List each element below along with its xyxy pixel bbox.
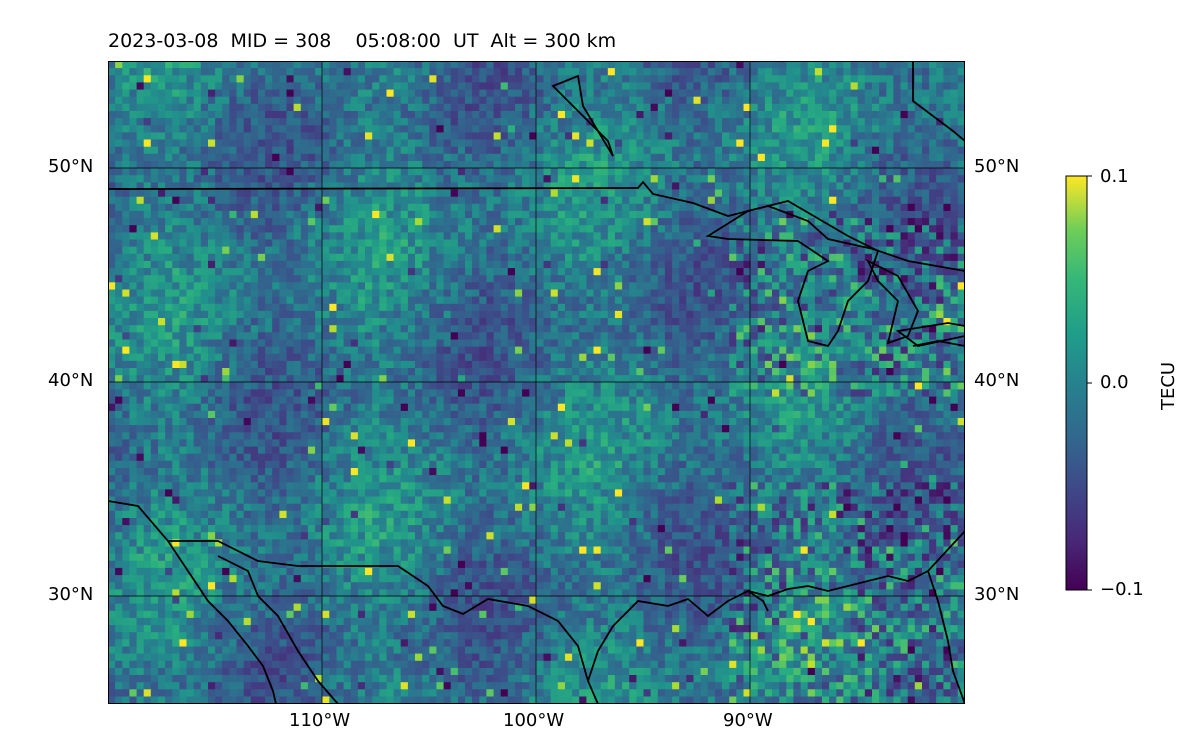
coastlines [108,61,965,704]
lat-label-50-right: 50°N [974,156,1020,177]
tec-map [108,61,965,704]
lon-label-100w: 100°W [503,710,565,731]
colorbar [1065,175,1092,591]
lat-label-40-left: 40°N [48,370,94,391]
lat-label-30-left: 30°N [48,584,94,605]
lat-label-50-left: 50°N [48,156,94,177]
graticule [108,61,965,704]
lat-label-30-right: 30°N [974,584,1020,605]
figure-title: 2023-03-08 MID = 308 05:08:00 UT Alt = 3… [108,30,617,52]
colorbar-label: TECU [1158,361,1179,410]
colorbar-tick-zero: 0.0 [1100,372,1129,393]
map-frame [108,61,965,704]
lon-label-90w: 90°W [723,710,773,731]
lon-label-110w: 110°W [289,710,351,731]
lat-label-40-right: 40°N [974,370,1020,391]
colorbar-tick-max: 0.1 [1100,166,1129,187]
colorbar-tick-min: −0.1 [1100,579,1144,600]
